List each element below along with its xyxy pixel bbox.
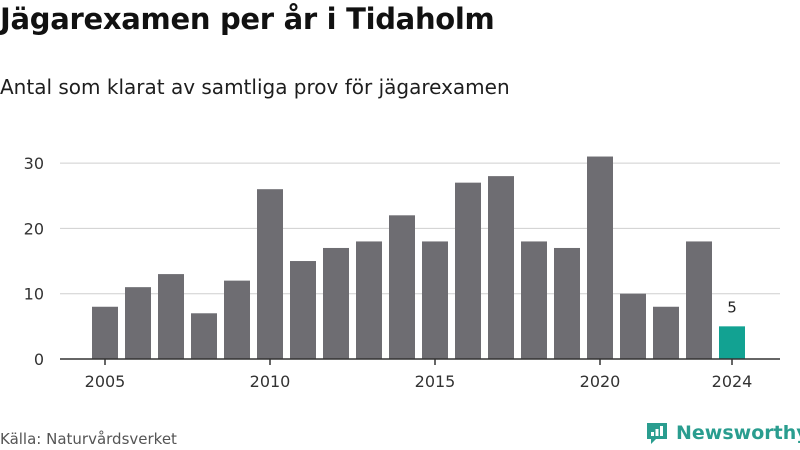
bar-2009	[224, 280, 250, 359]
bar-2024	[719, 326, 745, 359]
y-tick-label: 30	[24, 154, 44, 173]
x-tick-label: 2024	[712, 372, 753, 391]
bar-2008	[191, 313, 217, 359]
source-note: Källa: Naturvårdsverket	[0, 430, 177, 448]
chart-subtitle: Antal som klarat av samtliga prov för jä…	[0, 75, 510, 99]
bar-2018	[521, 241, 547, 359]
y-tick-label: 0	[34, 350, 44, 369]
bar-2011	[290, 261, 316, 359]
bar-2015	[422, 241, 448, 359]
bar-2010	[257, 189, 283, 359]
bar-2016	[455, 182, 481, 359]
bar-2014	[389, 215, 415, 359]
chart-title: Jägarexamen per år i Tidaholm	[0, 2, 495, 36]
data-label: 5	[727, 298, 737, 316]
y-tick-label: 20	[24, 219, 44, 238]
bar-2005	[92, 306, 118, 359]
x-tick-label: 2020	[580, 372, 621, 391]
x-tick-label: 2015	[415, 372, 456, 391]
bar-2021	[620, 293, 646, 359]
bar-2006	[125, 287, 151, 359]
bar-2019	[554, 247, 580, 359]
bar-2017	[488, 176, 514, 359]
newsworthy-logo-icon	[647, 423, 667, 444]
bar-2012	[323, 247, 349, 359]
brand-logo[interactable]: Newsworthy	[644, 420, 800, 446]
brand-name: Newsworthy	[676, 422, 800, 444]
bar-2023	[686, 241, 712, 359]
bar-2007	[158, 274, 184, 359]
x-tick-label: 2005	[85, 372, 126, 391]
y-tick-label: 10	[24, 285, 44, 304]
bar-2020	[587, 156, 613, 359]
x-tick-label: 2010	[250, 372, 291, 391]
bar-2013	[356, 241, 382, 359]
bar-chart: 5 0 10 20 30 2005 2010 2015 2020 2024	[24, 154, 780, 391]
bar-2022	[653, 306, 679, 359]
